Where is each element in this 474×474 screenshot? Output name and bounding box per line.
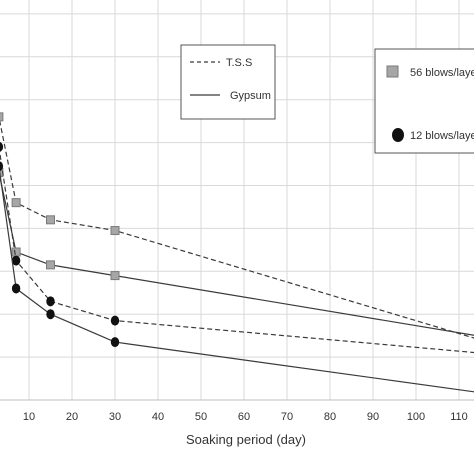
legend-circle-marker <box>392 128 404 142</box>
data-point-circle <box>46 309 55 320</box>
data-point-circle <box>11 255 21 266</box>
x-axis-label: Soaking period (day) <box>186 432 306 447</box>
x-tick-label: 10 <box>23 411 35 423</box>
x-tick-label: 60 <box>238 411 250 423</box>
legend-marker: 56 blows/layer 12 blows/layer <box>374 48 474 154</box>
series-layer <box>0 112 474 393</box>
x-tick-label: 90 <box>367 411 379 423</box>
series-line <box>0 150 474 354</box>
legend-label: 12 blows/layer <box>410 130 474 142</box>
data-point-circle <box>110 315 120 326</box>
data-point-square <box>0 112 4 122</box>
data-point-square <box>46 260 55 270</box>
x-tick-label: 50 <box>195 411 207 423</box>
data-point-circle <box>0 142 4 152</box>
x-axis: 10 20 30 40 50 60 70 80 90 100 110 <box>23 411 468 423</box>
legend-square-marker <box>386 65 399 78</box>
data-point-square <box>11 247 21 257</box>
legend-label: Gypsum <box>230 90 271 102</box>
legend-box <box>180 44 276 120</box>
x-tick-label: 20 <box>66 411 78 423</box>
data-point-circle <box>46 296 55 307</box>
data-point-square <box>110 226 120 236</box>
x-tick-label: 30 <box>109 411 121 423</box>
data-point-circle <box>11 283 21 294</box>
x-tick-label: 80 <box>324 411 336 423</box>
x-tick-label: 100 <box>407 411 425 423</box>
data-point-square <box>11 198 21 208</box>
legend-label: T.S.S <box>226 57 252 69</box>
grid-lines <box>0 0 474 401</box>
x-tick-label: 40 <box>152 411 164 423</box>
legend-label: 56 blows/layer <box>410 67 474 79</box>
x-tick-label: 70 <box>281 411 293 423</box>
series-line <box>0 174 474 336</box>
x-tick-label: 110 <box>450 411 468 423</box>
data-point-circle <box>0 161 4 172</box>
series-line <box>0 169 474 393</box>
data-point-square <box>110 271 120 281</box>
legend-linestyle: T.S.S Gypsum <box>180 44 276 120</box>
data-point-circle <box>110 337 120 348</box>
data-point-square <box>46 215 55 225</box>
